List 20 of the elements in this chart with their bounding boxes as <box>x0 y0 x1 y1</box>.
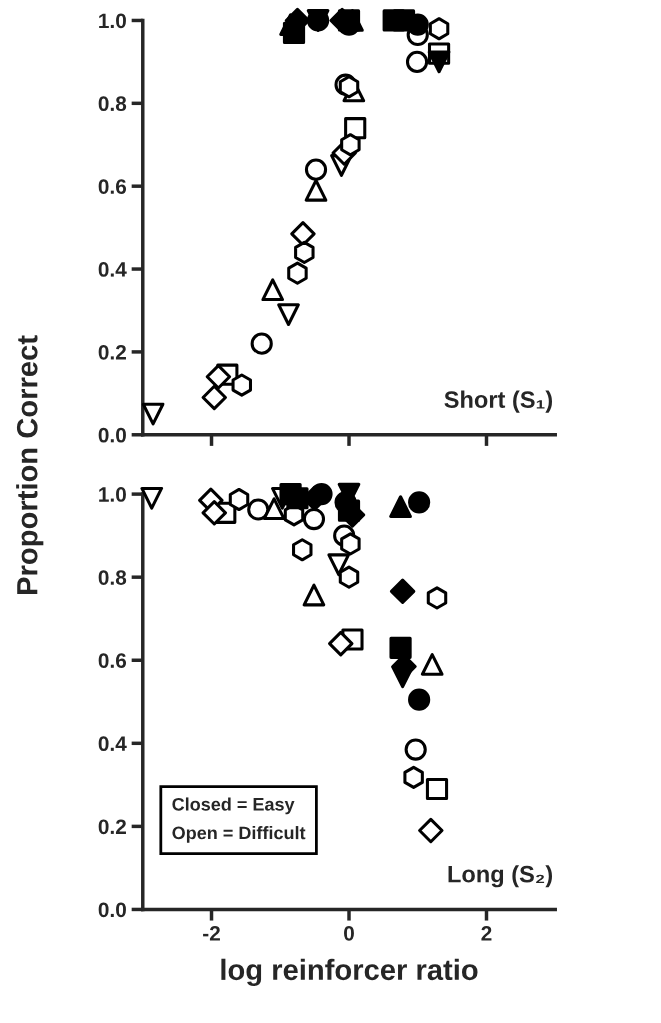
y-axis-title: Proportion Correct <box>16 335 44 594</box>
y-tick-label: 0.8 <box>98 570 127 585</box>
y-tick-label: 0.6 <box>98 653 127 668</box>
x-axis-title: log reinforcer ratio <box>221 958 478 987</box>
annotation: Long (S₂) <box>448 865 553 888</box>
y-tick-label: 1.0 <box>99 13 126 29</box>
y-tick-label: 0.2 <box>98 819 126 835</box>
x-tick-label: 2 <box>481 925 492 941</box>
x-tick-label: 0 <box>344 925 354 941</box>
y-tick-label: 0.4 <box>98 262 127 277</box>
y-tick-label: 0.4 <box>98 736 127 752</box>
y-tick-label: 1.0 <box>99 487 126 502</box>
annotation: Short (S₁) <box>444 390 553 413</box>
x-tick-label: -2 <box>203 925 220 941</box>
y-tick-label: 0.0 <box>98 427 126 443</box>
y-tick-label: 0.2 <box>98 344 126 360</box>
y-tick-label: 0.6 <box>98 179 127 194</box>
y-tick-label: 0.0 <box>98 902 126 918</box>
y-tick-label: 0.8 <box>98 96 127 112</box>
annotation: Closed = Easy Open = Difficult <box>172 797 306 843</box>
